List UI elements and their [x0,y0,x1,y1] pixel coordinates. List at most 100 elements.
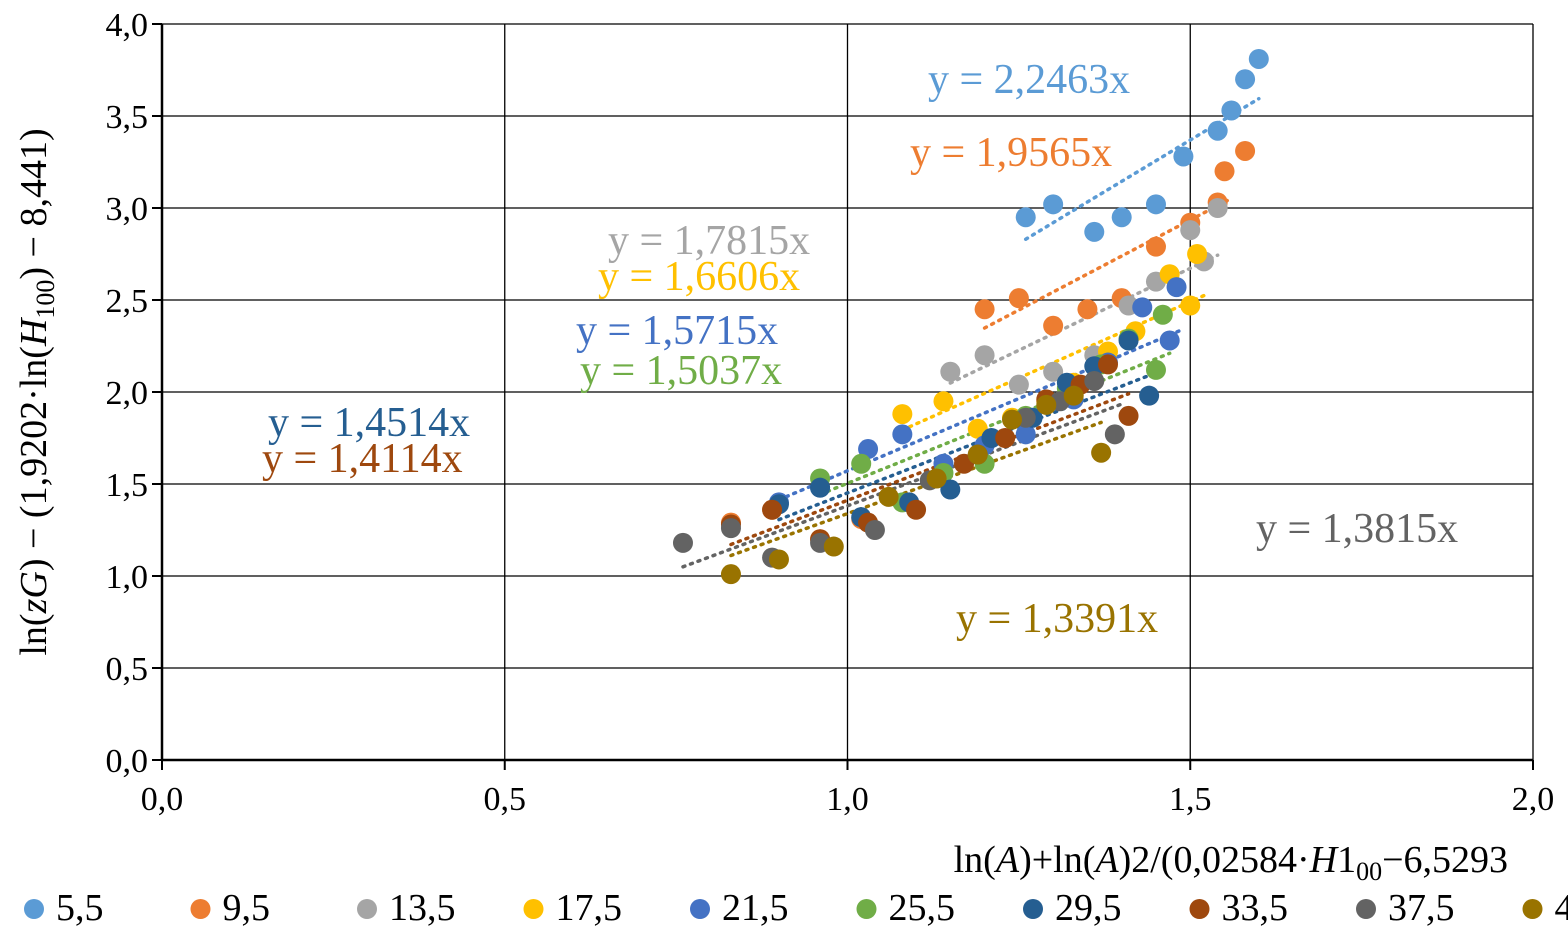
point-29,5 [1118,330,1139,351]
point-41,5 [768,549,789,570]
legend-marker-25,5 [856,899,877,919]
legend-marker-17,5 [523,899,544,919]
legend-marker-37,5 [1356,899,1376,919]
point-13,5 [1207,198,1228,218]
equation-label-33,5: y = 1,4114x [262,436,463,482]
point-37,5 [672,532,693,553]
x-axis-title: ln(A)+ln(A)2/(0,02584·H100−6,5293 [954,839,1508,886]
x-tick-label: 0,5 [484,781,527,818]
point-21,5 [1159,330,1180,351]
point-9,5 [1145,236,1166,257]
trendline-25,5 [818,351,1172,497]
axes [152,23,1534,770]
point-41,5 [823,536,844,557]
equation-label-25,5: y = 1,5037x [580,348,782,394]
point-33,5 [1118,405,1139,426]
point-9,5 [974,299,995,320]
point-21,5 [1015,424,1036,445]
point-5,5 [1145,194,1166,215]
point-37,5 [1084,370,1105,391]
legend-label-9,5: 9,5 [223,887,271,929]
point-5,5 [1248,48,1269,69]
equation-label-5,5: y = 2,2463x [928,57,1130,103]
point-41,5 [720,564,741,585]
point-29,5 [1139,385,1160,406]
legend-label-29,5: 29,5 [1055,887,1122,929]
y-tick-label: 3,5 [106,99,149,136]
point-25,5 [1152,304,1173,325]
y-tick-label: 1,0 [106,559,149,596]
grid [162,23,1534,760]
x-tick-label: 2,0 [1512,781,1555,818]
legend-marker-9,5 [190,899,211,919]
legend-label-33,5: 33,5 [1222,887,1289,929]
trendline-41,5 [729,420,1103,558]
legend-label-17,5: 17,5 [556,887,623,929]
y-tick-label: 4,0 [106,7,149,44]
point-25,5 [1145,359,1166,380]
trendline-29,5 [777,373,1151,522]
equation-label-37,5: y = 1,3815x [1256,506,1458,552]
equation-label-41,5: y = 1,3391x [956,596,1158,642]
point-37,5 [720,518,741,539]
point-13,5 [1008,374,1029,395]
legend-label-37,5: 37,5 [1388,887,1455,929]
trendline-33,5 [729,392,1131,547]
equation-label-21,5: y = 1,5715x [576,308,778,354]
point-17,5 [1187,244,1208,264]
x-tick-label: 0,0 [141,781,184,818]
point-21,5 [1132,297,1153,318]
point-25,5 [851,453,872,474]
point-41,5 [926,468,947,489]
point-29,5 [940,479,961,500]
point-5,5 [1235,69,1256,90]
point-41,5 [1091,442,1112,463]
legend-marker-33,5 [1189,899,1210,919]
equation-label-9,5: y = 1,9565x [910,130,1112,176]
legend-label-13,5: 13,5 [389,887,456,929]
point-17,5 [1180,295,1201,316]
point-17,5 [892,404,913,425]
equation-label-13,5: y = 1,7815x [608,218,810,264]
y-tick-label: 2,0 [106,375,149,412]
point-37,5 [1104,424,1125,445]
point-5,5 [1111,207,1132,228]
equation-label-29,5: y = 1,4514x [268,400,470,446]
legend-marker-21,5 [690,899,710,919]
point-17,5 [933,391,954,412]
point-9,5 [1043,315,1064,336]
point-41,5 [967,444,988,465]
point-9,5 [1235,140,1256,161]
legend-marker-29,5 [1023,899,1043,919]
point-41,5 [1063,385,1084,406]
point-33,5 [906,499,927,520]
point-5,5 [1043,194,1064,215]
x-tick-label: 1,0 [826,781,869,818]
point-13,5 [940,361,961,382]
point-5,5 [1173,146,1194,167]
legend: 5,5 9,5 13,5 17,5 21,5 25,5 29,5 33,5 37,5 41,5 [24,887,1568,929]
legend-label-25,5: 25,5 [889,887,956,929]
point-9,5 [1008,288,1029,309]
legend-marker-5,5 [24,899,44,919]
legend-marker-41,5 [1522,899,1543,919]
point-29,5 [810,477,831,498]
y-tick-label: 0,5 [106,651,149,688]
point-41,5 [1036,394,1057,415]
point-13,5 [1180,220,1201,241]
x-tick-label: 1,5 [1169,781,1212,818]
point-41,5 [878,486,899,507]
trendline-21,5 [777,327,1186,502]
data-points [672,48,1269,585]
point-13,5 [974,345,995,366]
point-29,5 [981,428,1002,448]
point-21,5 [892,424,913,445]
legend-label-5,5: 5,5 [56,887,104,929]
legend-marker-13,5 [357,899,377,919]
point-21,5 [1166,277,1187,298]
trendline-37,5 [681,402,1124,569]
point-5,5 [1221,100,1242,121]
point-33,5 [762,499,783,520]
